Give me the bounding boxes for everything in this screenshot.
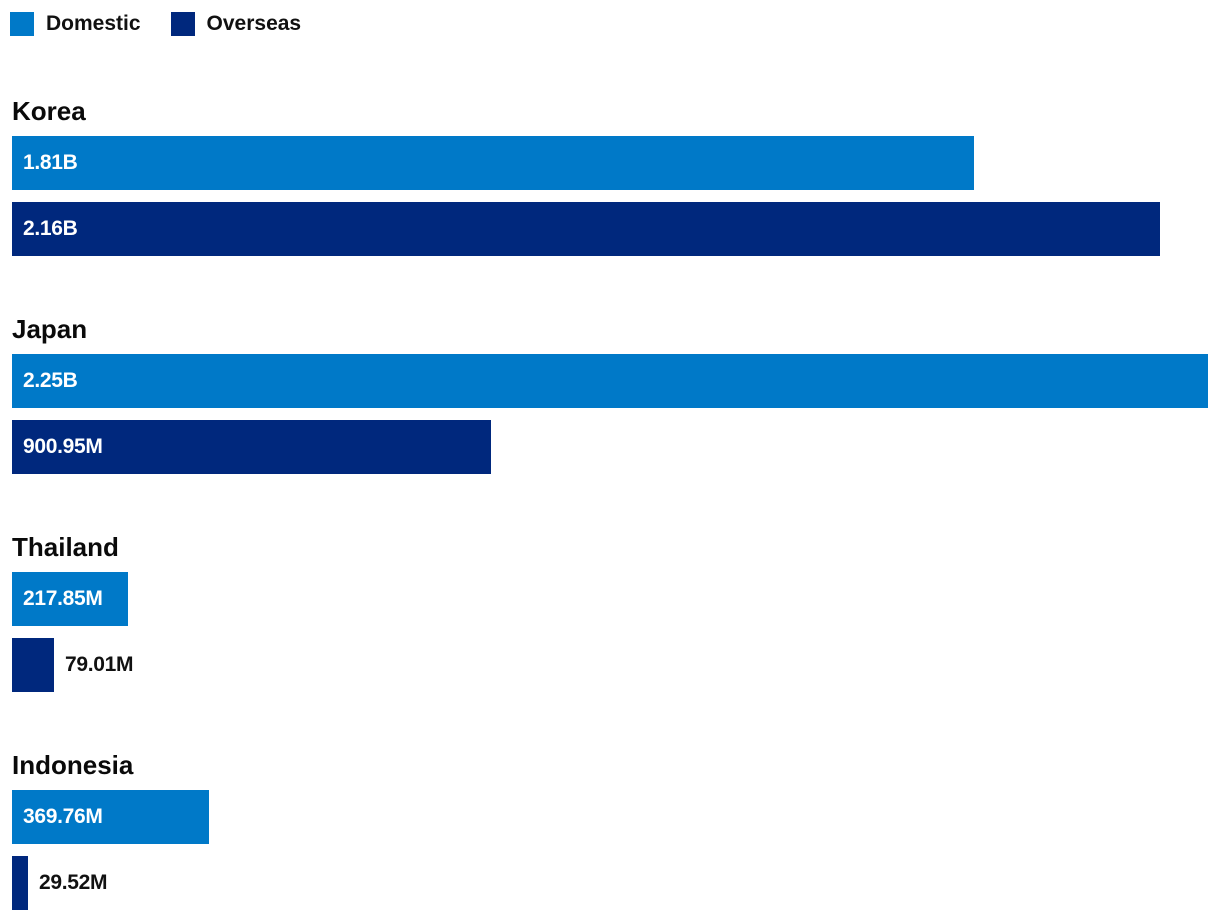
legend-item-overseas: Overseas — [170, 12, 302, 36]
bar-thailand-overseas — [12, 638, 54, 692]
bar-indonesia-domestic — [12, 790, 209, 844]
bar-indonesia-overseas — [12, 856, 28, 910]
legend-label-domestic: Domestic — [46, 12, 141, 35]
category-label-indonesia: Indonesia — [12, 750, 134, 780]
legend-item-domestic: Domestic — [10, 12, 141, 36]
data-label-indonesia-overseas: 29.52M — [39, 871, 108, 894]
legend-swatch-domestic — [10, 12, 34, 36]
data-label-thailand-overseas: 79.01M — [65, 653, 134, 676]
bar-thailand-domestic — [12, 572, 128, 626]
bar-korea-domestic — [12, 136, 974, 190]
legend: Domestic Overseas — [10, 12, 331, 36]
legend-swatch-overseas — [170, 12, 195, 36]
data-label-korea-overseas: 2.16B — [23, 217, 78, 240]
data-label-japan-overseas: 900.95M — [23, 435, 103, 458]
bar-korea-overseas — [12, 202, 1160, 256]
data-label-korea-domestic: 1.81B — [23, 151, 78, 174]
bar-japan-overseas — [12, 420, 491, 474]
data-label-thailand-domestic: 217.85M — [23, 587, 103, 610]
bar-japan-domestic — [12, 354, 1208, 408]
category-label-japan: Japan — [12, 314, 88, 344]
data-label-indonesia-domestic: 369.76M — [23, 805, 103, 828]
category-label-korea: Korea — [12, 96, 86, 126]
category-label-thailand: Thailand — [12, 532, 119, 562]
legend-label-overseas: Overseas — [206, 12, 302, 35]
data-label-japan-domestic: 2.25B — [23, 369, 78, 392]
